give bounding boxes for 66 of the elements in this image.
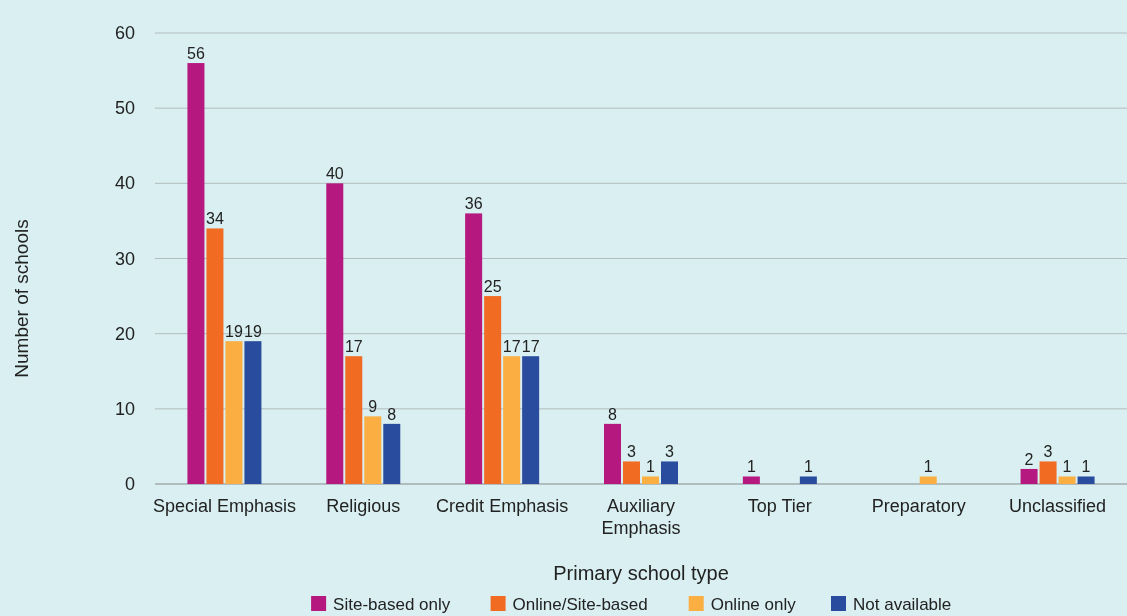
- bar: [522, 356, 540, 484]
- x-tick-label: Preparatory: [871, 496, 966, 516]
- bar: [503, 356, 521, 484]
- x-axis-title: Primary school type: [553, 562, 729, 584]
- bar: [206, 228, 224, 484]
- data-label: 3: [665, 443, 675, 461]
- bar: [742, 476, 760, 484]
- bar: [799, 476, 817, 484]
- x-tick-label: Special Emphasis: [152, 496, 296, 516]
- data-label: 8: [387, 405, 397, 423]
- data-label: 56: [187, 45, 205, 63]
- x-tick-label: Credit Emphasis: [436, 496, 569, 516]
- y-tick-label: 20: [114, 323, 135, 344]
- bar: [1020, 468, 1038, 484]
- y-tick-label: 10: [114, 398, 135, 419]
- x-tick-label: Auxiliary Emphasis: [601, 496, 681, 538]
- legend-label: Site-based only: [333, 595, 451, 614]
- y-tick-label: 50: [114, 98, 135, 119]
- bar: [345, 356, 363, 484]
- bar: [604, 423, 621, 484]
- data-label: 1: [803, 458, 813, 476]
- legend-label: Online/Site-based: [512, 595, 648, 614]
- data-label: 1: [923, 458, 933, 476]
- bar: [1058, 476, 1076, 484]
- bar: [642, 476, 659, 484]
- bar: [225, 341, 243, 484]
- data-label: 8: [608, 405, 618, 423]
- data-label: 17: [521, 338, 540, 356]
- x-tick-label: Religious: [326, 496, 401, 516]
- data-label: 1: [646, 458, 656, 476]
- x-tick-label: Top Tier: [747, 496, 812, 516]
- bar: [244, 341, 262, 484]
- legend-label: Not available: [853, 595, 952, 614]
- data-label: 3: [627, 443, 637, 461]
- bar: [364, 416, 382, 484]
- data-label: 17: [502, 338, 521, 356]
- data-label: 3: [1043, 443, 1053, 461]
- bar: [383, 423, 401, 484]
- data-label: 2: [1024, 450, 1034, 468]
- bar: [623, 461, 640, 484]
- y-tick-label: 30: [114, 248, 135, 269]
- data-label: 40: [325, 165, 344, 183]
- bar: [465, 213, 483, 484]
- data-label: 1: [1081, 458, 1091, 476]
- legend-label: Online only: [710, 595, 797, 614]
- y-tick-label: 0: [124, 474, 135, 494]
- data-label: 36: [464, 195, 483, 213]
- bar: [1077, 476, 1095, 484]
- x-tick-label: Unclassified: [1009, 496, 1107, 516]
- bar: [919, 476, 937, 484]
- y-axis-title: Number of schools: [11, 219, 32, 378]
- data-label: 17: [344, 338, 363, 356]
- bar: [661, 461, 678, 484]
- bar: [326, 183, 344, 484]
- data-label: 1: [1062, 458, 1072, 476]
- data-label: 25: [483, 278, 502, 296]
- data-label: 34: [206, 210, 224, 228]
- bar: [484, 296, 502, 484]
- bar: [1039, 461, 1057, 484]
- y-tick-label: 60: [114, 23, 135, 43]
- data-label: 19: [225, 323, 243, 341]
- y-tick-label: 40: [114, 173, 135, 194]
- data-label: 1: [746, 458, 756, 476]
- data-label: 19: [244, 323, 262, 341]
- bar: [187, 63, 205, 484]
- data-label: 9: [368, 398, 378, 416]
